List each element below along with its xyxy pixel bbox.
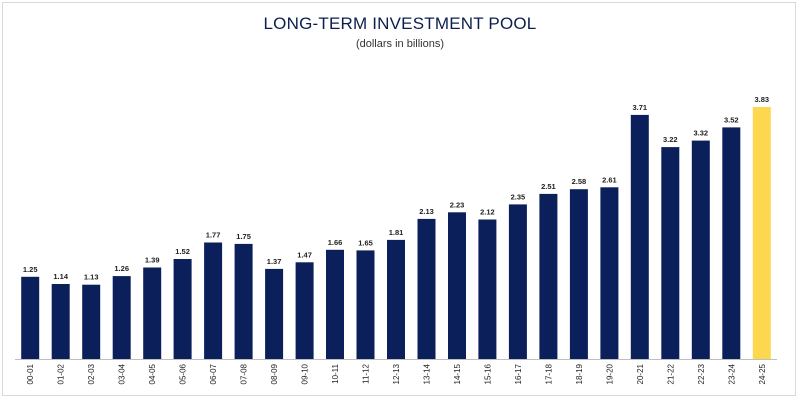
bar-04-05 [143, 267, 162, 359]
x-tick-17-18: 17-18 [544, 363, 553, 384]
x-tick-06-07: 06-07 [209, 363, 218, 384]
bar-22-23 [691, 140, 710, 359]
value-label-05-06: 1.52 [175, 247, 190, 256]
x-tick-09-10: 09-10 [301, 363, 310, 384]
x-tick-labels-group: 00-01 01-02 02-03 03-04 04-05 05-06 06-07 07-08… [26, 363, 767, 384]
value-label-14-15: 2.23 [450, 200, 465, 209]
value-label-09-10: 1.47 [297, 250, 312, 259]
bars-group [21, 107, 771, 360]
value-label-22-23: 3.32 [693, 129, 708, 138]
bar-09-10 [295, 262, 314, 359]
bar-12-13 [387, 239, 405, 359]
value-label-08-09: 1.37 [267, 257, 282, 266]
x-tick-00-01: 00-01 [26, 363, 35, 384]
x-tick-19-20: 19-20 [605, 363, 614, 384]
value-label-10-11: 1.66 [328, 238, 343, 247]
value-label-16-17: 2.35 [511, 192, 526, 201]
value-label-18-19: 2.58 [572, 177, 587, 186]
bar-01-02 [51, 284, 70, 359]
x-tick-05-06: 05-06 [179, 363, 188, 384]
value-label-17-18: 2.51 [541, 182, 556, 191]
x-tick-21-22: 21-22 [666, 363, 675, 384]
bar-05-06 [173, 259, 192, 359]
value-label-20-21: 3.71 [632, 103, 647, 112]
bar-21-22 [661, 147, 680, 359]
chart-title: LONG-TERM INVESTMENT POOL [263, 14, 537, 33]
x-tick-11-12: 11-12 [362, 363, 371, 383]
value-label-13-14: 2.13 [419, 207, 434, 216]
value-label-11-12: 1.65 [358, 238, 373, 247]
x-tick-01-02: 01-02 [57, 363, 66, 384]
value-label-15-16: 2.12 [480, 208, 495, 217]
bar-03-04 [112, 276, 131, 359]
bar-24-25 [752, 107, 771, 359]
value-label-00-01: 1.25 [23, 265, 38, 274]
x-tick-08-09: 08-09 [270, 363, 279, 384]
value-label-24-25: 3.83 [754, 95, 769, 104]
bar-16-17 [508, 204, 527, 359]
x-tick-03-04: 03-04 [118, 363, 127, 384]
value-label-01-02: 1.14 [53, 272, 68, 281]
value-label-07-08: 1.75 [236, 232, 251, 241]
value-label-19-20: 2.61 [602, 175, 617, 184]
x-tick-23-24: 23-24 [727, 363, 736, 384]
bar-00-01 [21, 276, 40, 359]
value-label-06-07: 1.77 [206, 231, 221, 240]
x-tick-13-14: 13-14 [423, 363, 432, 384]
x-tick-02-03: 02-03 [87, 363, 96, 384]
x-tick-04-05: 04-05 [148, 363, 157, 384]
bar-11-12 [356, 250, 375, 359]
bar-14-15 [448, 212, 466, 359]
bar-13-14 [417, 218, 436, 359]
chart-subtitle: (dollars in billions) [355, 38, 445, 50]
bar-15-16 [478, 219, 497, 359]
value-label-12-13: 1.81 [389, 228, 404, 237]
bar-06-07 [204, 242, 223, 359]
x-tick-20-21: 20-21 [636, 363, 645, 384]
bar-18-19 [569, 189, 588, 359]
value-labels-group: 1.25 1.14 1.13 1.26 1.39 1.52 1.77 1.75 1.37 1.47… [23, 95, 769, 282]
x-tick-24-25: 24-25 [758, 363, 767, 384]
bar-17-18 [539, 193, 558, 359]
x-tick-22-23: 22-23 [697, 363, 706, 384]
bar-19-20 [600, 187, 619, 359]
bar-07-08 [234, 243, 253, 359]
x-tick-14-15: 14-15 [453, 363, 462, 384]
bar-02-03 [82, 284, 101, 359]
value-label-03-04: 1.26 [114, 264, 129, 273]
bar-20-21 [630, 114, 649, 360]
value-label-04-05: 1.39 [145, 256, 160, 265]
x-tick-10-11: 10-11 [331, 363, 340, 383]
x-tick-12-13: 12-13 [392, 363, 401, 384]
x-tick-07-08: 07-08 [240, 363, 249, 384]
value-label-02-03: 1.13 [84, 273, 99, 282]
x-tick-18-19: 18-19 [575, 363, 584, 384]
bar-08-09 [265, 268, 284, 359]
x-tick-15-16: 15-16 [483, 363, 492, 384]
bar-23-24 [722, 127, 741, 360]
value-label-21-22: 3.22 [663, 135, 678, 144]
x-tick-16-17: 16-17 [514, 363, 523, 384]
value-label-23-24: 3.52 [724, 115, 739, 124]
bar-10-11 [326, 249, 344, 359]
